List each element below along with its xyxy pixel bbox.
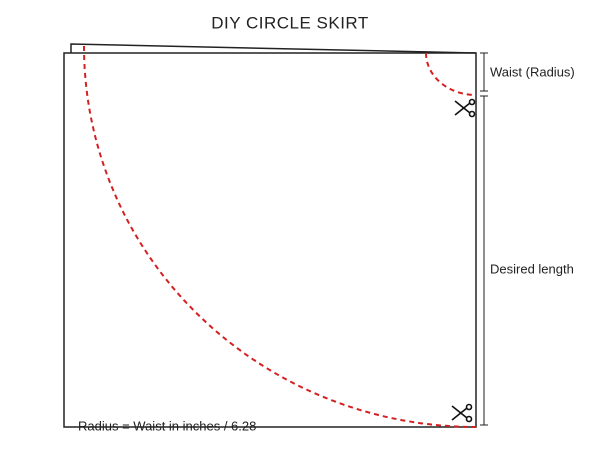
formula: Radius = Waist in inches / 6.28 (78, 418, 256, 433)
fabric (63, 52, 477, 428)
waist-label: Waist (Radius) (490, 64, 575, 79)
length-label: Desired length (490, 261, 574, 276)
scissors-icon (451, 403, 473, 423)
fabric-back (70, 43, 477, 54)
dimension-lines (480, 52, 488, 426)
scissors-icon (454, 98, 476, 118)
waist-arc (425, 52, 477, 96)
hem-arc (83, 45, 477, 428)
title: DIY CIRCLE SKIRT (211, 13, 369, 32)
